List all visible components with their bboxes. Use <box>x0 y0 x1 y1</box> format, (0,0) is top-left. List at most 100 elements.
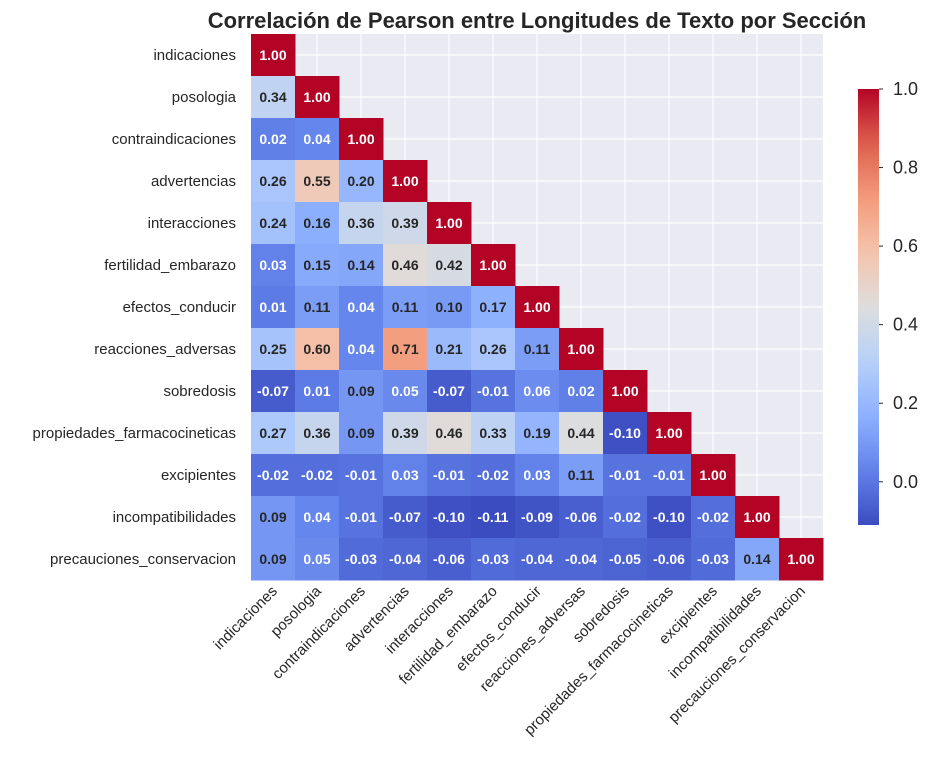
cell-value-label: 0.46 <box>435 425 462 441</box>
cell-value-label: 0.05 <box>303 551 330 567</box>
colorbar-tick-label: 0.0 <box>893 472 918 492</box>
heatmap-cell <box>339 454 384 497</box>
cell-value-label: 0.04 <box>303 131 330 147</box>
heatmap-cell <box>383 496 428 539</box>
cell-value-label: 1.00 <box>303 89 330 105</box>
heatmap-cell <box>251 244 296 287</box>
heatmap-cell <box>251 76 296 119</box>
heatmap-cells: 1.00 0.34 1.00 0.02 0.04 1.00 0.26 0.55 0.20 1.00… <box>251 34 824 581</box>
cell-value-label: -0.02 <box>609 509 641 525</box>
heatmap-cell <box>691 538 736 581</box>
cell-value-label: 0.04 <box>347 299 374 315</box>
heatmap-cell <box>427 412 472 455</box>
cell-value-label: 0.36 <box>303 425 330 441</box>
cell-value-label: 1.00 <box>479 257 506 273</box>
heatmap-cell <box>339 160 384 203</box>
heatmap-cell <box>427 328 472 371</box>
heatmap-cell <box>295 412 340 455</box>
cell-value-label: 0.24 <box>259 215 286 231</box>
heatmap-cell <box>251 412 296 455</box>
heatmap-cell <box>339 328 384 371</box>
heatmap-cell <box>647 538 692 581</box>
cell-value-label: 0.04 <box>347 341 374 357</box>
cell-value-label: -0.01 <box>653 467 685 483</box>
cell-value-label: 0.71 <box>391 341 418 357</box>
heatmap-cell <box>295 328 340 371</box>
heatmap-cell <box>383 202 428 245</box>
heatmap-cell <box>383 286 428 329</box>
heatmap-cell <box>383 244 428 287</box>
heatmap-cell <box>295 496 340 539</box>
cell-value-label: 0.27 <box>259 425 286 441</box>
heatmap-cell <box>515 538 560 581</box>
heatmap-cell <box>383 370 428 413</box>
cell-value-label: 0.44 <box>567 425 594 441</box>
cell-value-label: -0.07 <box>433 383 465 399</box>
heatmap-cell <box>471 286 516 329</box>
cell-value-label: -0.06 <box>565 509 597 525</box>
cell-value-label: -0.01 <box>433 467 465 483</box>
heatmap-cell <box>471 412 516 455</box>
heatmap-cell <box>295 76 340 119</box>
heatmap-cell <box>427 244 472 287</box>
cell-value-label: -0.06 <box>433 551 465 567</box>
y-tick-label: interacciones <box>148 215 236 232</box>
cell-value-label: 0.14 <box>347 257 374 273</box>
heatmap-cell <box>383 412 428 455</box>
heatmap-cell <box>339 496 384 539</box>
cell-value-label: 0.33 <box>479 425 506 441</box>
cell-value-label: 0.20 <box>347 173 374 189</box>
cell-value-label: 0.09 <box>259 509 286 525</box>
heatmap-cell <box>603 412 648 455</box>
heatmap-cell <box>251 538 296 581</box>
heatmap-cell <box>427 454 472 497</box>
heatmap-cell <box>515 370 560 413</box>
cell-value-label: -0.04 <box>565 551 597 567</box>
heatmap-cell <box>295 118 340 161</box>
cell-value-label: -0.05 <box>609 551 641 567</box>
y-axis-labels: indicaciones posologia contraindicaciones a… <box>33 47 237 568</box>
heatmap-cell <box>515 454 560 497</box>
colorbar: 0.0 0.2 0.4 0.6 0.8 1.0 <box>858 79 918 525</box>
cell-value-label: 1.00 <box>347 131 374 147</box>
heatmap-cell <box>339 286 384 329</box>
y-tick-label: advertencias <box>151 173 236 190</box>
cell-value-label: 0.01 <box>303 383 330 399</box>
colorbar-tick-label: 0.8 <box>893 158 918 178</box>
cell-value-label: 1.00 <box>567 341 594 357</box>
heatmap-cell <box>735 538 780 581</box>
cell-value-label: -0.02 <box>697 509 729 525</box>
cell-value-label: -0.02 <box>301 467 333 483</box>
cell-value-label: 0.03 <box>259 257 286 273</box>
y-tick-label: fertilidad_embarazo <box>104 257 236 274</box>
heatmap-cell <box>515 328 560 371</box>
cell-value-label: 1.00 <box>655 425 682 441</box>
cell-value-label: 0.02 <box>259 131 286 147</box>
heatmap-cell <box>339 412 384 455</box>
heatmap-cell <box>779 538 824 581</box>
cell-value-label: 0.04 <box>303 509 330 525</box>
colorbar-tick-label: 1.0 <box>893 79 918 99</box>
colorbar-tick-label: 0.6 <box>893 236 918 256</box>
heatmap-cell <box>427 496 472 539</box>
cell-value-label: 0.19 <box>523 425 550 441</box>
y-tick-label: posologia <box>172 89 237 106</box>
heatmap-cell <box>559 328 604 371</box>
cell-value-label: -0.04 <box>389 551 421 567</box>
heatmap-cell <box>295 454 340 497</box>
heatmap-cell <box>515 496 560 539</box>
heatmap-cell <box>427 202 472 245</box>
cell-value-label: 1.00 <box>611 383 638 399</box>
heatmap-cell <box>251 286 296 329</box>
y-tick-label: excipientes <box>161 467 236 484</box>
heatmap-cell <box>471 454 516 497</box>
cell-value-label: 0.36 <box>347 215 374 231</box>
cell-value-label: 1.00 <box>523 299 550 315</box>
cell-value-label: -0.10 <box>609 425 641 441</box>
cell-value-label: -0.07 <box>389 509 421 525</box>
cell-value-label: 0.11 <box>524 341 551 357</box>
cell-value-label: -0.03 <box>697 551 729 567</box>
cell-value-label: -0.02 <box>257 467 289 483</box>
heatmap-cell <box>251 454 296 497</box>
heatmap-cell <box>471 244 516 287</box>
